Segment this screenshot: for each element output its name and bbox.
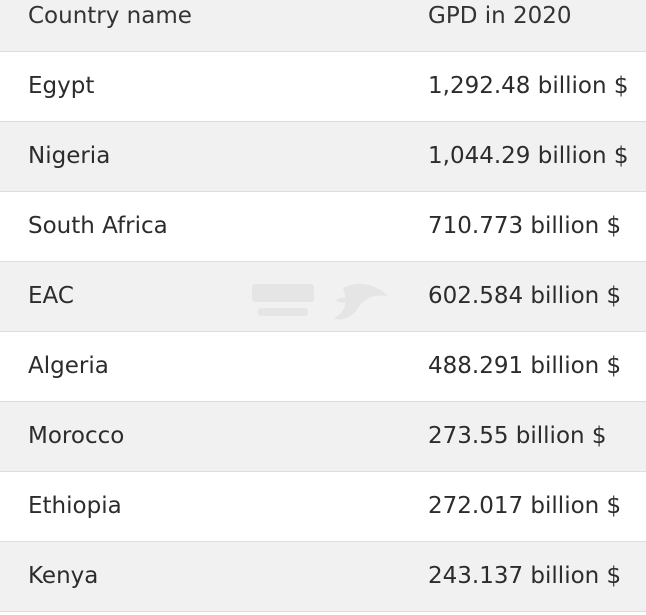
table-header-row: Country name GPD in 2020 <box>0 0 646 52</box>
table-row: Morocco 273.55 billion $ <box>0 402 646 472</box>
table-row: EAC 602.584 billion $ <box>0 262 646 332</box>
header-gdp-2020: GPD in 2020 <box>428 3 572 29</box>
gdp-cell: 710.773 billion $ <box>428 213 622 239</box>
country-cell: Morocco <box>28 423 125 449</box>
table-row: Kenya 243.137 billion $ <box>0 542 646 612</box>
country-cell: Algeria <box>28 353 109 379</box>
header-country-name: Country name <box>28 3 192 29</box>
gdp-cell: 1,292.48 billion $ <box>428 73 629 99</box>
gdp-cell: 272.017 billion $ <box>428 493 622 519</box>
gdp-cell: 243.137 billion $ <box>428 563 622 589</box>
table-row: South Africa 710.773 billion $ <box>0 192 646 262</box>
table-row: Nigeria 1,044.29 billion $ <box>0 122 646 192</box>
country-cell: Nigeria <box>28 143 111 169</box>
country-cell: Egypt <box>28 73 95 99</box>
gdp-cell: 488.291 billion $ <box>428 353 622 379</box>
table-row: Ethiopia 272.017 billion $ <box>0 472 646 542</box>
country-cell: Kenya <box>28 563 99 589</box>
gdp-cell: 1,044.29 billion $ <box>428 143 629 169</box>
country-cell: South Africa <box>28 213 168 239</box>
table-row: Algeria 488.291 billion $ <box>0 332 646 402</box>
country-cell: Ethiopia <box>28 493 122 519</box>
gdp-cell: 602.584 billion $ <box>428 283 622 309</box>
gdp-cell: 273.55 billion $ <box>428 423 607 449</box>
country-cell: EAC <box>28 283 74 309</box>
table-row: Egypt 1,292.48 billion $ <box>0 52 646 122</box>
